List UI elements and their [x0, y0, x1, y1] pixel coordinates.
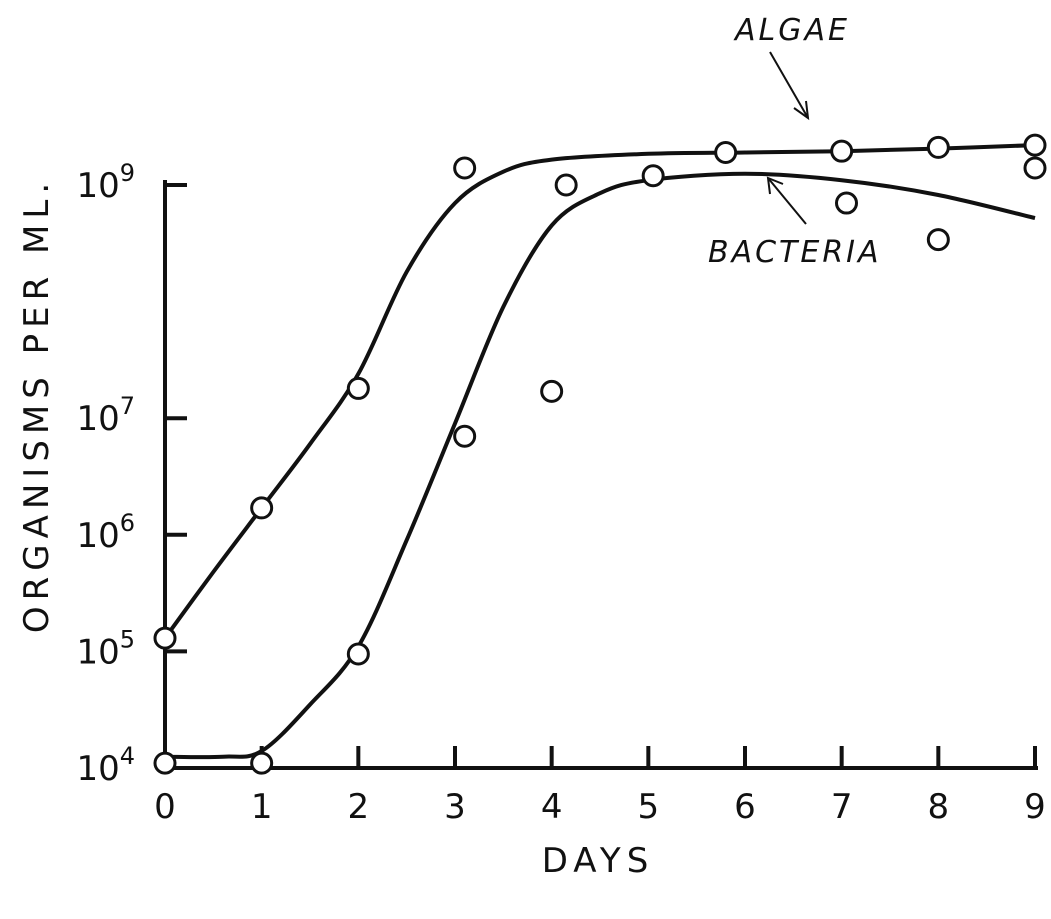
algae-curve [163, 143, 1036, 640]
y-tick-label: 104 [76, 742, 135, 789]
x-tick-label: 9 [1024, 787, 1046, 827]
bacteria-point [346, 642, 370, 666]
y-tick-label: 107 [76, 392, 135, 439]
bacteria-point [250, 751, 274, 775]
algae-point [453, 156, 477, 180]
y-tick-label: 109 [76, 159, 135, 206]
bacteria-point [641, 164, 665, 188]
bacteria-label: BACTERIA [708, 235, 882, 270]
y-tick-label: 105 [76, 625, 135, 672]
x-tick-label: 8 [928, 787, 950, 827]
algae-point [346, 376, 370, 400]
bacteria-point [453, 424, 477, 448]
bacteria-point [926, 228, 950, 252]
bacteria-arrowhead [766, 176, 784, 195]
x-tick-label: 1 [251, 787, 273, 827]
algae-point [830, 139, 854, 163]
data-points [153, 133, 1047, 775]
x-tick-label: 0 [154, 787, 176, 827]
x-tick-label: 4 [541, 787, 563, 827]
bacteria-point [554, 173, 578, 197]
y-tick-label: 106 [76, 509, 135, 556]
bacteria-point [153, 751, 177, 775]
x-axis-title: DAYS [542, 841, 655, 881]
bacteria-point [540, 379, 564, 403]
x-tick-label: 5 [638, 787, 660, 827]
algae-point [714, 140, 738, 164]
x-tick-label: 7 [831, 787, 853, 827]
algae-point [250, 496, 274, 520]
bacteria-curve [164, 171, 1036, 760]
algae-point [153, 626, 177, 650]
curves [163, 143, 1036, 760]
algae-arrow [769, 51, 809, 119]
labels: DAYS ORGANISMS PER ML. ALGAE BACTERIA [17, 13, 882, 881]
bacteria-point [1023, 156, 1047, 180]
algae-arrowhead [793, 100, 810, 121]
x-tick-label: 2 [348, 787, 370, 827]
algae-point [926, 135, 950, 159]
axes: 0 1 2 3 4 5 6 7 8 9 104 105 106 107 109 [76, 159, 1045, 827]
bacteria-point [835, 191, 858, 215]
annotation-arrows [766, 51, 810, 225]
algae-point [1023, 133, 1047, 157]
bacteria-arrow [767, 177, 807, 225]
x-tick-label: 6 [734, 787, 756, 827]
x-tick-label: 3 [444, 787, 466, 827]
algae-label: ALGAE [733, 13, 850, 48]
y-axis-title: ORGANISMS PER ML. [17, 177, 57, 633]
